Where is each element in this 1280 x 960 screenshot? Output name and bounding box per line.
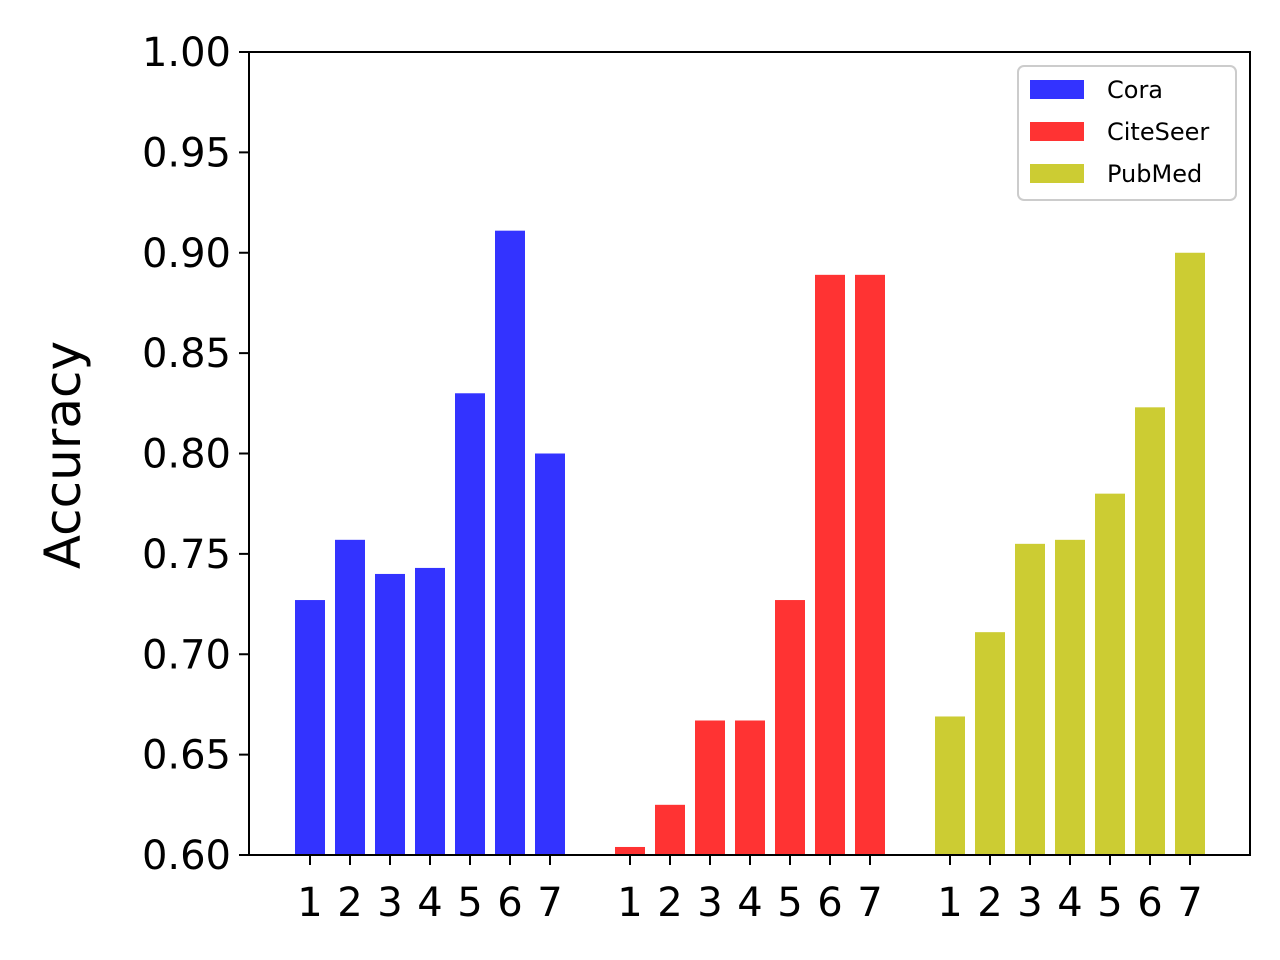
legend: Cora CiteSeer PubMed bbox=[1017, 65, 1237, 201]
x-tick-label: 2 bbox=[337, 880, 362, 926]
x-tick-label: 7 bbox=[537, 880, 562, 926]
y-tick-label: 0.85 bbox=[142, 331, 231, 377]
y-tick-label: 0.70 bbox=[142, 632, 231, 678]
x-tick-label: 2 bbox=[657, 880, 682, 926]
y-tick-label: 0.90 bbox=[142, 231, 231, 277]
bar-pubmed-7 bbox=[1175, 252, 1205, 855]
x-tick-label: 5 bbox=[777, 880, 802, 926]
x-tick-label: 6 bbox=[497, 880, 522, 926]
bar-cora-2 bbox=[335, 539, 365, 855]
x-tick-label: 7 bbox=[1177, 880, 1202, 926]
legend-swatch-pubmed bbox=[1030, 164, 1084, 183]
x-tick-label: 3 bbox=[377, 880, 402, 926]
bar-pubmed-4 bbox=[1055, 539, 1085, 855]
bar-pubmed-1 bbox=[935, 716, 965, 855]
bar-citeseer-4 bbox=[735, 720, 765, 855]
bar-citeseer-6 bbox=[815, 274, 845, 855]
x-tick-label: 3 bbox=[1017, 880, 1042, 926]
legend-label-citeseer: CiteSeer bbox=[1107, 118, 1209, 146]
y-tick-label: 1.00 bbox=[142, 30, 231, 76]
y-tick-label: 0.95 bbox=[142, 130, 231, 176]
x-tick-label: 6 bbox=[817, 880, 842, 926]
x-tick-label: 5 bbox=[1097, 880, 1122, 926]
legend-swatch-citeseer bbox=[1030, 122, 1084, 141]
legend-label-pubmed: PubMed bbox=[1107, 160, 1202, 188]
y-axis: 0.60 0.65 0.70 0.75 0.80 0.85 0.90 0.95 1.00 bbox=[142, 30, 249, 879]
bar-cora-5 bbox=[455, 393, 485, 855]
bar-citeseer-3 bbox=[695, 720, 725, 855]
bar-cora-6 bbox=[495, 230, 525, 856]
legend-swatch-cora bbox=[1030, 80, 1084, 99]
bar-cora-7 bbox=[535, 453, 565, 855]
bars-group bbox=[295, 230, 1205, 856]
bar-pubmed-5 bbox=[1095, 493, 1125, 855]
bar-cora-1 bbox=[295, 600, 325, 855]
bar-cora-4 bbox=[415, 567, 445, 855]
x-tick-label: 4 bbox=[737, 880, 762, 926]
x-tick-label: 1 bbox=[617, 880, 642, 926]
x-tick-label: 1 bbox=[297, 880, 322, 926]
y-tick-label: 0.75 bbox=[142, 532, 231, 578]
x-tick-label: 6 bbox=[1137, 880, 1162, 926]
x-tick-label: 4 bbox=[417, 880, 442, 926]
y-tick-label: 0.60 bbox=[142, 833, 231, 879]
y-axis-title: Accuracy bbox=[34, 341, 92, 569]
bar-pubmed-2 bbox=[975, 632, 1005, 855]
x-tick-label: 4 bbox=[1057, 880, 1082, 926]
y-tick-label: 0.65 bbox=[142, 733, 231, 779]
y-tick-label: 0.80 bbox=[142, 432, 231, 478]
bar-pubmed-6 bbox=[1135, 407, 1165, 855]
bar-cora-3 bbox=[375, 573, 405, 855]
bar-citeseer-7 bbox=[855, 274, 885, 855]
x-tick-label: 1 bbox=[937, 880, 962, 926]
x-tick-label: 2 bbox=[977, 880, 1002, 926]
bar-citeseer-5 bbox=[775, 600, 805, 855]
bar-pubmed-3 bbox=[1015, 543, 1045, 855]
legend-label-cora: Cora bbox=[1107, 76, 1163, 104]
x-tick-label: 3 bbox=[697, 880, 722, 926]
bar-citeseer-2 bbox=[655, 804, 685, 855]
bar-citeseer-1 bbox=[615, 846, 645, 855]
x-tick-label: 7 bbox=[857, 880, 882, 926]
x-tick-label: 5 bbox=[457, 880, 482, 926]
